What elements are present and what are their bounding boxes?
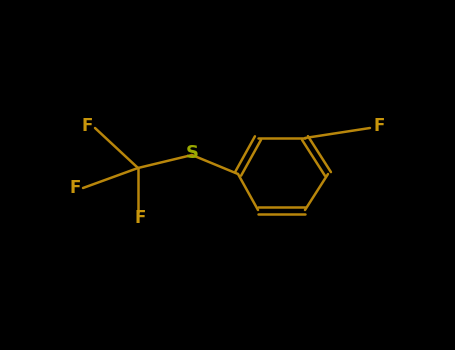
Text: F: F <box>134 209 146 227</box>
Text: F: F <box>69 179 81 197</box>
Text: S: S <box>186 144 198 162</box>
Text: F: F <box>373 117 384 135</box>
Text: F: F <box>81 117 93 135</box>
